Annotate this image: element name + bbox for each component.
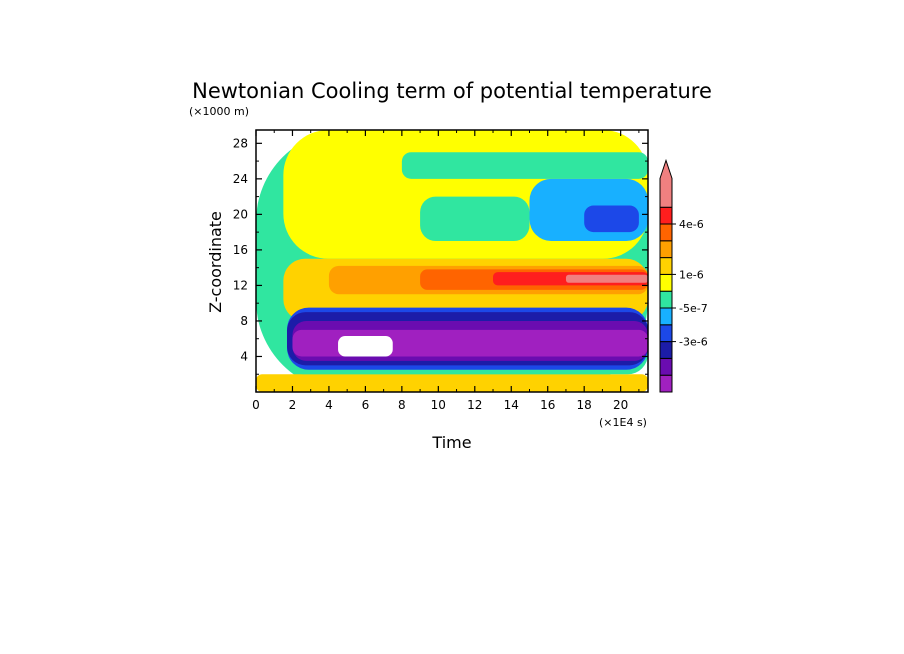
x-axis: 0 2 4 6 8 10 12 14 16 18 20 — [252, 130, 640, 412]
colorbar-swatch-2 — [659, 341, 673, 359]
contour-region-17 — [338, 336, 393, 357]
y-tick-label-28: 28 — [233, 136, 248, 150]
plot-area — [256, 130, 648, 392]
y-tick-label-16: 16 — [233, 243, 248, 257]
y-unit-label: (×1000 m) — [189, 105, 249, 118]
x-tick-label-12: 12 — [467, 398, 482, 412]
colorbar-swatch-3 — [659, 324, 673, 343]
x-tick-label-8: 8 — [398, 398, 406, 412]
x-tick-label-6: 6 — [362, 398, 370, 412]
y-axis: 4 8 12 16 20 24 28 — [233, 136, 648, 375]
x-tick-label-16: 16 — [540, 398, 555, 412]
x-axis-label: Time — [431, 433, 471, 452]
colorbar-swatch-10 — [659, 206, 673, 225]
y-tick-label-8: 8 — [240, 314, 248, 328]
colorbar-swatch-6 — [659, 273, 673, 292]
colorbar-swatch-9 — [659, 223, 673, 242]
y-tick-label-20: 20 — [233, 207, 248, 221]
colorbar-swatch-7 — [659, 257, 673, 275]
colorbar-swatch-8 — [659, 240, 673, 259]
y-tick-label-4: 4 — [240, 349, 248, 363]
colorbar: -3e-6 -5e-7 1e-6 4e-6 — [659, 158, 708, 393]
contour-region-5 — [584, 205, 639, 233]
y-tick-label-12: 12 — [233, 278, 248, 292]
contour-region-10 — [565, 274, 648, 283]
x-tick-label-4: 4 — [325, 398, 333, 412]
contour-region-11 — [256, 374, 648, 392]
colorbar-label-1: -5e-7 — [679, 302, 708, 315]
colorbar-swatch-5 — [659, 290, 673, 309]
colorbar-label-2: 1e-6 — [679, 268, 704, 281]
colorbar-swatch-1 — [659, 357, 673, 376]
x-tick-label-20: 20 — [613, 398, 628, 412]
y-axis-label: Z-coordinate — [206, 211, 225, 313]
colorbar-swatch-4 — [659, 307, 673, 326]
x-tick-label-14: 14 — [504, 398, 519, 412]
x-tick-label-2: 2 — [289, 398, 297, 412]
x-tick-label-18: 18 — [577, 398, 592, 412]
colorbar-swatch-11 — [659, 158, 673, 208]
y-tick-label-24: 24 — [233, 172, 248, 186]
x-unit-label: (×1E4 s) — [599, 416, 647, 429]
plot-frame — [255, 129, 649, 393]
contour-region-3 — [420, 196, 530, 242]
colorbar-label-3: 4e-6 — [679, 218, 704, 231]
chart-title: Newtonian Cooling term of potential temp… — [192, 79, 712, 103]
colorbar-label-0: -3e-6 — [679, 336, 708, 349]
x-tick-label-10: 10 — [431, 398, 446, 412]
x-tick-label-0: 0 — [252, 398, 260, 412]
colorbar-swatch-0 — [659, 374, 673, 393]
contour-region-2 — [401, 152, 648, 179]
